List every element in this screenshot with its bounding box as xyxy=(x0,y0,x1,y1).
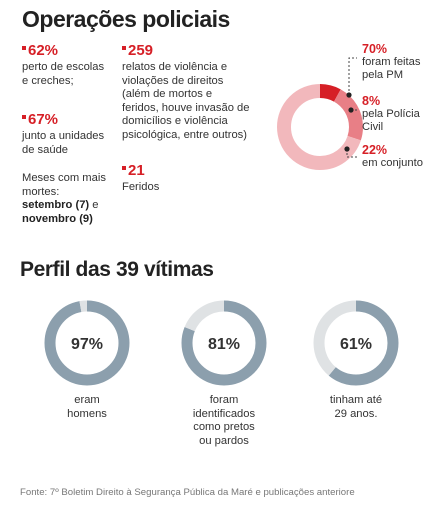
red-square-marker xyxy=(122,46,126,50)
stat-desc-line: Feridos xyxy=(122,181,160,193)
stat-schools: 62% perto de escolas e creches; xyxy=(22,42,104,88)
stat-desc-line: e creches; xyxy=(22,74,74,87)
ring-value-label: 97% xyxy=(71,336,103,353)
red-square-marker xyxy=(122,166,126,170)
profile-men: 97% eram homens xyxy=(42,298,132,421)
slice-label: em conjunto xyxy=(362,157,423,169)
race-donut-chart: 81% xyxy=(181,300,267,386)
months-connector: e xyxy=(89,199,99,211)
ring-caption-line: como pretos xyxy=(193,421,255,433)
stat-desc-line: violações de direitos xyxy=(122,74,224,87)
ring-value-label: 61% xyxy=(340,336,372,353)
source-note: Fonte: 7º Boletim Direito à Segurança Pú… xyxy=(20,487,355,498)
stat-desc-line: (além de mortos e xyxy=(122,88,213,100)
men-donut-chart: 97% xyxy=(44,300,130,386)
ring-caption-line: eram xyxy=(74,394,100,406)
months-most-deaths: Meses com mais mortes: setembro (7) e no… xyxy=(22,172,106,226)
red-square-marker xyxy=(22,115,26,119)
age-donut-chart: 61% xyxy=(313,300,399,386)
section-title: Perfil das 39 vítimas xyxy=(20,258,214,281)
stat-violence-reports: 259 relatos de violência e violações de … xyxy=(122,42,250,142)
ring-caption-line: identificados xyxy=(192,407,256,420)
stat-value: 259 xyxy=(128,42,154,59)
slice-value-label: 8% xyxy=(362,94,381,108)
stat-value: 67% xyxy=(28,111,59,128)
slice-value-label: 22% xyxy=(362,143,388,157)
stat-desc-line: psicológica, entre outros) xyxy=(122,128,247,141)
annotation-joint: 22% em conjunto xyxy=(362,144,423,170)
donut-slice xyxy=(277,84,363,170)
ring-caption-line: ou pardos xyxy=(199,434,249,447)
slice-label: pela Polícia Civil xyxy=(362,108,420,133)
ring-caption-line: 29 anos. xyxy=(334,407,378,420)
stat-desc-line: feridos, houve invasão de xyxy=(122,101,250,114)
operations-donut-chart xyxy=(277,84,363,170)
ring-caption-line: homens xyxy=(67,407,107,420)
months-label-line: Meses com mais xyxy=(22,172,106,184)
slice-value-label: 70% xyxy=(362,42,388,56)
ring-slice-remainder xyxy=(313,300,399,386)
ring-caption-line: foram xyxy=(209,394,239,406)
stat-injured: 21 Feridos xyxy=(122,162,159,195)
annotation-pm: 70% foram feitas pela PM xyxy=(362,43,422,82)
month-november: novembro (9) xyxy=(22,212,93,225)
stat-desc-line: relatos de violência e xyxy=(122,61,228,73)
stat-health-units: 67% junto a unidades de saúde xyxy=(22,111,104,157)
months-label-line: mortes: xyxy=(22,185,60,198)
red-square-marker xyxy=(22,46,26,50)
stat-desc-line: domicílios e violência xyxy=(122,115,228,127)
month-september: setembro (7) xyxy=(22,199,90,211)
slice-label: foram feitas pela PM xyxy=(362,56,421,81)
annotation-civil: 8% pela Polícia Civil xyxy=(362,95,426,134)
ring-slice-remainder xyxy=(181,300,267,386)
stat-desc-line: perto de escolas xyxy=(22,61,105,73)
ring-caption-line: tinham até xyxy=(329,394,383,406)
donut-slice xyxy=(277,84,363,170)
stat-value: 62% xyxy=(28,42,59,59)
page-title: Operações policiais xyxy=(22,6,230,32)
profile-age: 61% tinham até 29 anos. xyxy=(311,298,401,421)
ring-slice-remainder xyxy=(44,300,130,386)
stat-desc-line: de saúde xyxy=(22,143,69,156)
stat-desc-line: junto a unidades xyxy=(22,130,105,142)
profile-black-brown: 81% foram identificados como pretos ou p… xyxy=(179,298,269,448)
stat-value: 21 xyxy=(128,162,145,179)
ring-value-label: 81% xyxy=(208,336,240,353)
